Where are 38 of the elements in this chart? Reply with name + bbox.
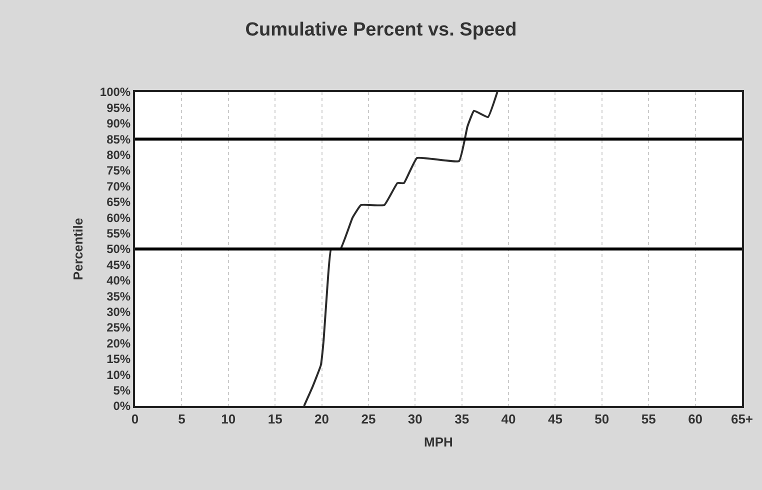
y-tick-label: 90% bbox=[106, 116, 131, 131]
y-tick-label: 45% bbox=[106, 258, 131, 272]
x-tick-label: 30 bbox=[408, 412, 422, 427]
x-tick-label: 25 bbox=[361, 412, 376, 427]
x-tick-label: 60 bbox=[688, 412, 703, 427]
y-tick-label: 100% bbox=[100, 85, 131, 100]
x-tick-label: 40 bbox=[501, 412, 516, 427]
y-tick-label: 60% bbox=[106, 210, 131, 225]
y-tick-label: 20% bbox=[106, 336, 131, 350]
chart-title: Cumulative Percent vs. Speed bbox=[245, 19, 517, 40]
y-tick-label: 85% bbox=[106, 132, 131, 146]
x-axis-title: MPH bbox=[424, 434, 453, 450]
y-tick-label: 80% bbox=[106, 148, 131, 162]
y-tick-label: 65% bbox=[106, 195, 131, 210]
x-tick-label: 65+ bbox=[730, 412, 754, 427]
y-tick-label: 15% bbox=[106, 352, 131, 366]
y-tick-label: 55% bbox=[106, 226, 131, 240]
x-tick-label: 35 bbox=[454, 412, 470, 427]
x-tick-label: 10 bbox=[221, 412, 236, 427]
y-tick-label: 70% bbox=[106, 179, 131, 194]
y-tick-label: 10% bbox=[106, 368, 131, 382]
x-tick-label: 0 bbox=[131, 412, 139, 427]
y-tick-label: 5% bbox=[113, 384, 131, 398]
x-tick-label: 50 bbox=[594, 412, 610, 427]
y-tick-label: 50% bbox=[106, 242, 131, 256]
x-tick-label: 45 bbox=[548, 412, 562, 427]
x-tick-label: 15 bbox=[268, 412, 282, 427]
y-tick-label: 75% bbox=[106, 164, 131, 178]
y-axis-title: Percentile bbox=[70, 218, 86, 280]
y-tick-label: 30% bbox=[106, 305, 131, 319]
y-tick-label: 0% bbox=[113, 399, 131, 414]
y-tick-label: 25% bbox=[106, 320, 131, 335]
y-tick-label: 95% bbox=[106, 100, 131, 115]
y-tick-label: 40% bbox=[106, 274, 131, 288]
x-tick-label: 20 bbox=[314, 412, 330, 427]
y-tick-label: 35% bbox=[106, 289, 131, 304]
x-tick-label: 55 bbox=[641, 412, 656, 427]
x-tick-label: 5 bbox=[178, 412, 186, 427]
